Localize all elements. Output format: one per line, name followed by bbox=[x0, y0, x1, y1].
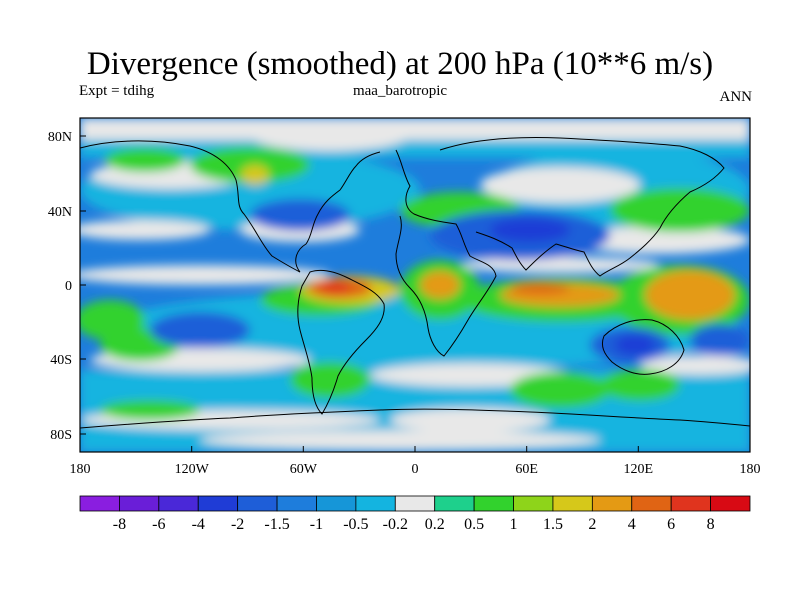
colorbar-swatch bbox=[316, 495, 357, 512]
colorbar: -8 -6 -4 -2 -1.5 -1 -0.5 -0.2 0.2 0.5 1 1.5 2 4 6 8 bbox=[79, 495, 751, 533]
colorbar-label: -4 bbox=[192, 516, 205, 533]
colorbar-label: 0.5 bbox=[464, 516, 484, 533]
divergence-field bbox=[80, 118, 750, 452]
south-america-coast bbox=[297, 269, 385, 415]
colorbar-swatch bbox=[434, 495, 475, 512]
colorbar-label: 6 bbox=[667, 516, 675, 533]
lon-tick-label: 120W bbox=[175, 462, 210, 477]
colorbar-swatch bbox=[670, 495, 711, 512]
lat-tick-label: 0 bbox=[65, 279, 72, 294]
colorbar-swatch bbox=[237, 495, 278, 512]
lon-tick-label: 120E bbox=[624, 462, 654, 477]
colorbar-swatch bbox=[355, 495, 396, 512]
axis-ticks bbox=[79, 135, 751, 452]
colorbar-swatch bbox=[197, 495, 239, 512]
lon-tick-label: 180 bbox=[740, 462, 761, 477]
colorbar-swatch bbox=[513, 495, 554, 512]
colorbar-swatch bbox=[473, 495, 514, 512]
australia-coast bbox=[601, 319, 685, 375]
colorbar-label: 4 bbox=[628, 516, 636, 533]
north-america-coast bbox=[80, 140, 381, 273]
lat-tick-label: 80N bbox=[48, 130, 72, 145]
colorbar-label: -6 bbox=[152, 516, 165, 533]
lat-tick-label: 40N bbox=[48, 205, 72, 220]
lon-tick-label: 60W bbox=[290, 462, 318, 477]
colorbar-label: 2 bbox=[588, 516, 596, 533]
colorbar-swatch bbox=[79, 495, 120, 512]
colorbar-swatch bbox=[394, 495, 436, 512]
colorbar-swatch bbox=[276, 495, 317, 512]
colorbar-label: -1 bbox=[310, 516, 323, 533]
case-label: maa_barotropic bbox=[352, 83, 448, 99]
colorbar-label: 0.2 bbox=[425, 516, 445, 533]
colorbar-swatch bbox=[591, 495, 633, 512]
season-label: ANN bbox=[719, 89, 753, 105]
plot-title: Divergence (smoothed) at 200 hPa (10**6 … bbox=[86, 46, 714, 82]
colorbar-swatch bbox=[710, 495, 751, 512]
colorbar-label: -1.5 bbox=[264, 516, 289, 533]
colorbar-label: 1.5 bbox=[543, 516, 563, 533]
colorbar-label: -0.2 bbox=[383, 516, 408, 533]
lon-tick-label: 180 bbox=[70, 462, 91, 477]
lat-tick-label: 80S bbox=[50, 428, 72, 443]
lat-tick-label: 40S bbox=[50, 353, 72, 368]
coastlines bbox=[80, 137, 750, 429]
asia-coast bbox=[439, 137, 725, 277]
lon-tick-label: 0 bbox=[412, 462, 419, 477]
colorbar-label: -2 bbox=[231, 516, 244, 533]
experiment-label: Expt = tdihg bbox=[79, 83, 155, 99]
antarctica-coast bbox=[80, 408, 750, 429]
europe-africa-coast bbox=[395, 149, 497, 357]
colorbar-swatch bbox=[158, 495, 199, 512]
colorbar-label: 1 bbox=[510, 516, 518, 533]
lon-tick-label: 60E bbox=[515, 462, 538, 477]
colorbar-swatch bbox=[119, 495, 160, 512]
colorbar-swatch bbox=[552, 495, 593, 512]
colorbar-label: -0.5 bbox=[343, 516, 368, 533]
colorbar-label: 8 bbox=[707, 516, 715, 533]
colorbar-swatch bbox=[631, 495, 672, 512]
colorbar-label: -8 bbox=[113, 516, 126, 533]
